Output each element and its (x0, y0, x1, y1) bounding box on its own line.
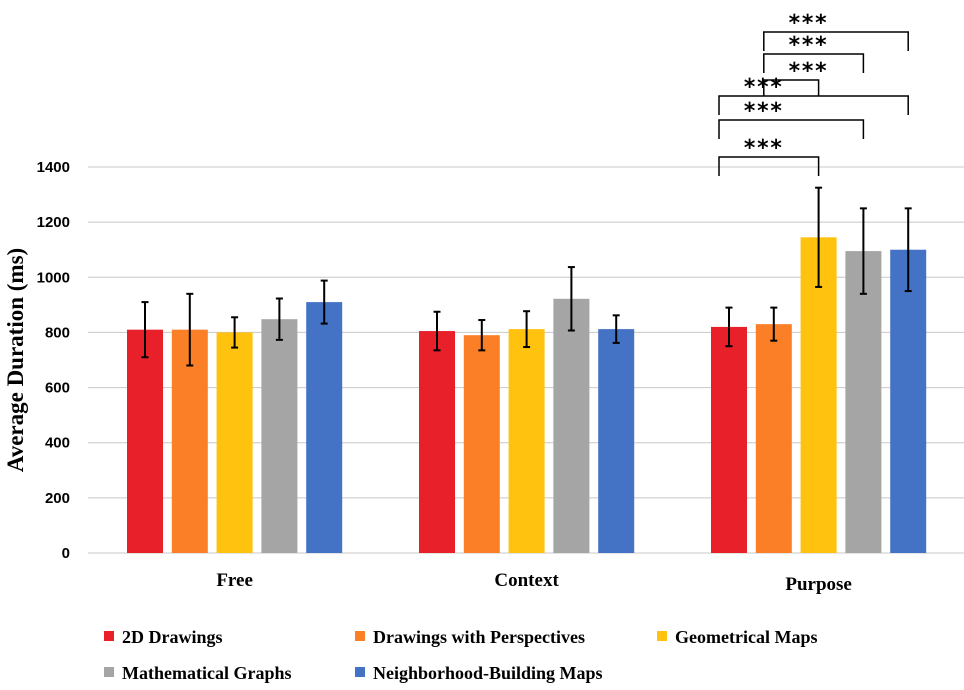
significance-label: *** (788, 11, 828, 36)
y-tick-label: 200 (45, 490, 70, 507)
legend-label: Mathematical Graphs (122, 663, 291, 683)
bar (553, 298, 590, 553)
significance-label: *** (743, 75, 783, 100)
bar (419, 331, 455, 553)
y-tick-label: 0 (62, 545, 70, 562)
significance-bracket: *** (718, 75, 909, 115)
legend-label: Geometrical Maps (675, 627, 817, 647)
y-tick-label: 400 (45, 435, 70, 452)
error-bar (275, 297, 283, 341)
legend-label: Neighborhood-Building Maps (373, 663, 603, 683)
error-bar (770, 306, 778, 342)
error-bar (478, 319, 486, 352)
bar (463, 335, 500, 553)
y-tick-label: 600 (45, 380, 70, 397)
significance-bracket: *** (763, 11, 909, 51)
y-axis-label: Average Duration (ms) (3, 248, 28, 472)
legend-swatch (104, 667, 114, 677)
bar (800, 237, 837, 554)
legend-swatch (355, 667, 365, 677)
error-bar (904, 207, 912, 293)
category-label: Context (494, 570, 559, 591)
legend: 2D Drawings Drawings with Perspectives Geo… (104, 627, 817, 683)
significance-label: *** (743, 136, 783, 161)
error-bar (320, 279, 328, 325)
legend-swatch (657, 631, 667, 641)
x-tick-labels: Free Context Purpose (216, 570, 852, 595)
legend-label: Drawings with Perspectives (373, 627, 585, 647)
error-bar (141, 301, 149, 359)
bar (755, 324, 792, 553)
significance-bracket: *** (763, 59, 828, 96)
legend-item: Drawings with Perspectives (355, 627, 585, 647)
y-tick-label: 1200 (37, 214, 70, 231)
error-bar (523, 310, 531, 349)
bar (845, 251, 882, 554)
bar (171, 329, 208, 553)
legend-item: Neighborhood-Building Maps (355, 663, 603, 683)
legend-item: Mathematical Graphs (104, 663, 291, 683)
category-label: Free (216, 570, 253, 591)
significance-brackets: ****************** (718, 11, 909, 176)
legend-swatch (355, 631, 365, 641)
error-bar (567, 266, 575, 332)
significance-bracket: *** (718, 136, 820, 176)
legend-item: Geometrical Maps (657, 627, 817, 647)
error-bar (859, 207, 867, 295)
y-tick-label: 1400 (37, 159, 70, 176)
bar (306, 302, 343, 553)
error-bars (141, 186, 912, 367)
bar (598, 329, 635, 553)
error-bar (186, 292, 194, 367)
legend-item: 2D Drawings (104, 627, 223, 647)
error-bar (725, 306, 733, 348)
significance-label: *** (788, 33, 828, 58)
significance-bracket: *** (718, 99, 865, 139)
error-bar (815, 186, 823, 288)
significance-label: *** (743, 99, 783, 124)
category-label: Purpose (785, 574, 852, 595)
bars (127, 237, 927, 554)
significance-label: *** (788, 59, 828, 84)
error-bar (231, 316, 239, 349)
error-bar (612, 314, 620, 344)
bar (261, 319, 298, 553)
y-tick-label: 1000 (37, 269, 70, 286)
y-tick-labels: 0 200 400 600 800 1000 1200 1400 (37, 159, 70, 562)
bar (508, 329, 545, 553)
legend-swatch (104, 631, 114, 641)
legend-label: 2D Drawings (122, 627, 223, 647)
y-tick-label: 800 (45, 324, 70, 341)
bar (216, 332, 253, 553)
bar (711, 326, 747, 553)
error-bar (433, 310, 441, 352)
bar (890, 249, 927, 553)
significance-bracket: *** (763, 33, 865, 73)
bar (127, 329, 163, 553)
